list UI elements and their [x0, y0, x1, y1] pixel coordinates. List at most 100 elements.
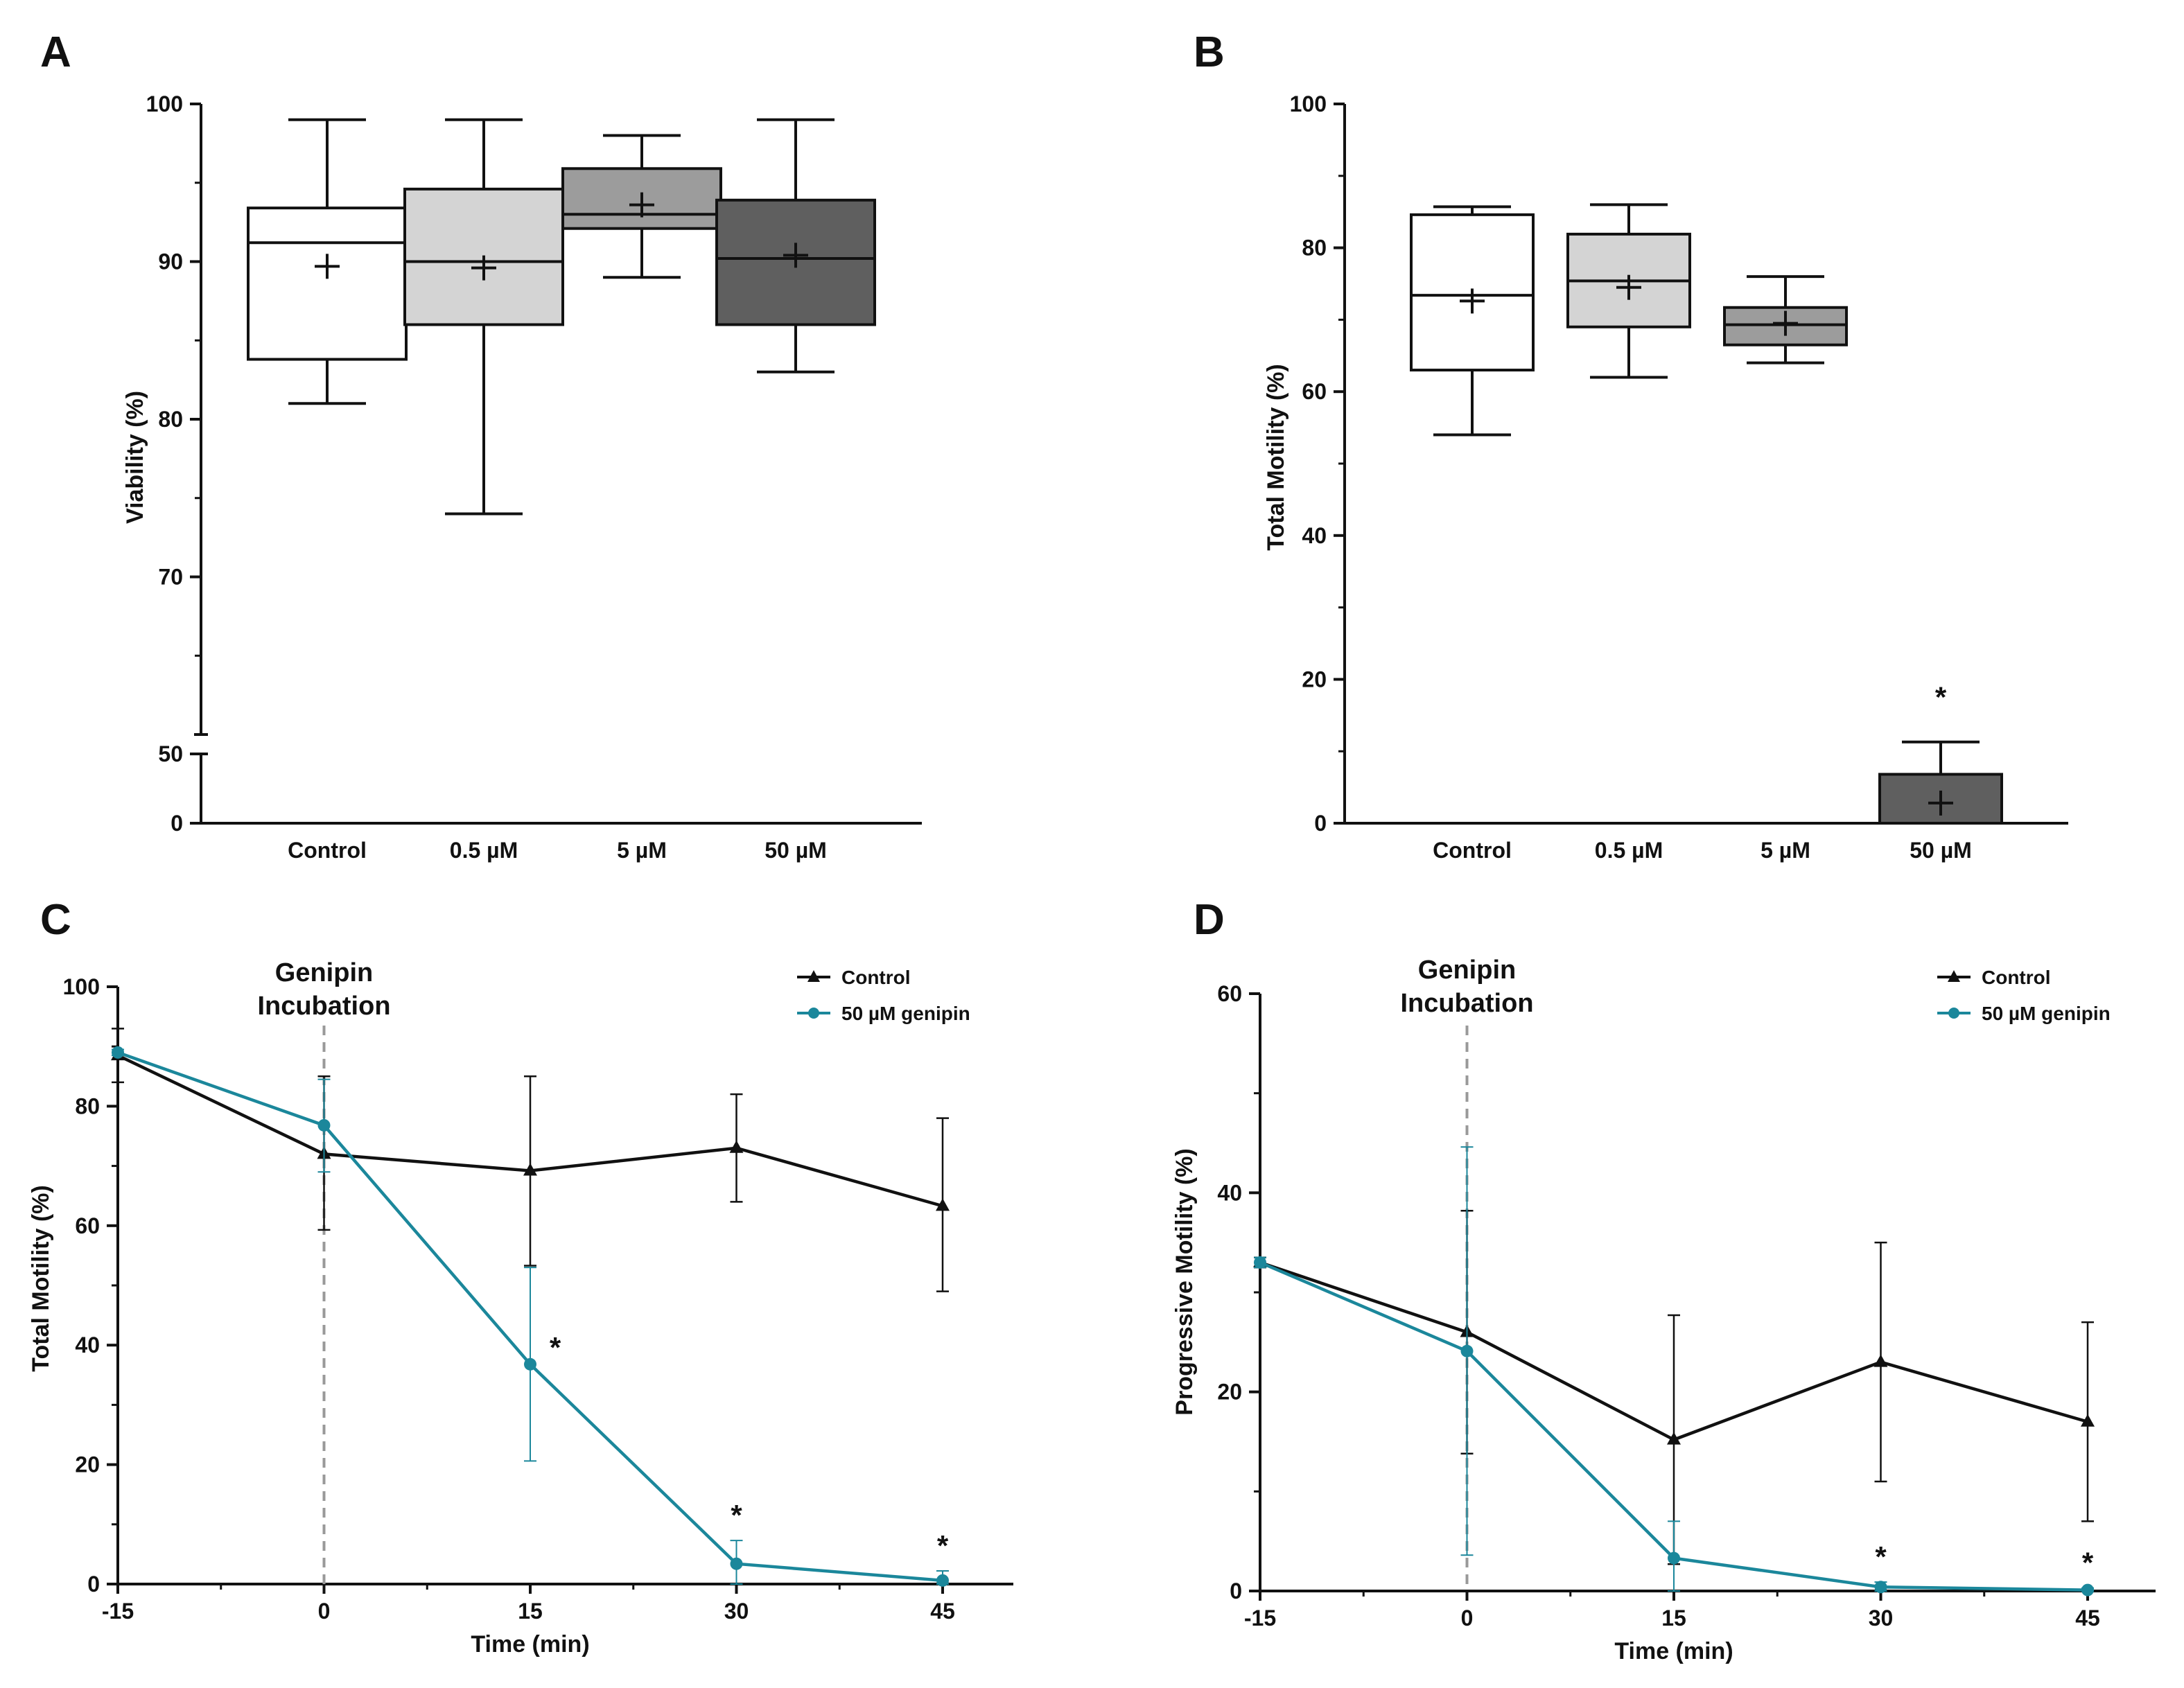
data-point-circle: [112, 1046, 124, 1059]
panel-label: D: [1194, 896, 1225, 944]
significance-star: *: [731, 1499, 742, 1531]
x-tick-label: -15: [1244, 1606, 1276, 1630]
box-2: [1723, 275, 1848, 364]
y-tick-label: 100: [146, 91, 183, 116]
series-control: [111, 1028, 950, 1292]
box-1: [1566, 203, 1691, 379]
data-point-circle: [2081, 1583, 2094, 1597]
x-tick-label: Control: [288, 838, 367, 863]
y-tick-label: 100: [63, 974, 100, 999]
y-axis-title: Progressive Motility (%): [1171, 1148, 1198, 1415]
x-tick-label: 30: [1869, 1606, 1894, 1630]
y-tick-label: 60: [1217, 981, 1242, 1006]
x-axis-title: Time (min): [1614, 1638, 1733, 1664]
incubation-label: Genipin: [275, 958, 373, 987]
y-tick-label: 70: [158, 565, 183, 590]
box-2: [561, 134, 722, 279]
y-tick-label: 90: [158, 249, 183, 274]
x-tick-label: 0: [318, 1599, 331, 1624]
incubation-label: Genipin: [1418, 956, 1516, 985]
series-genipin: [1254, 1146, 2094, 1597]
x-tick-label: 0: [1461, 1606, 1474, 1630]
incubation-label: Incubation: [1400, 989, 1533, 1018]
significance-star: *: [1875, 1540, 1887, 1573]
x-axis-title: Time (min): [471, 1631, 589, 1658]
x-tick-label: 15: [518, 1599, 543, 1624]
panel-label: B: [1194, 28, 1225, 76]
legend: Control 50 µM genipin: [797, 967, 970, 1024]
box-3: [715, 118, 876, 373]
panel-b-boxplot: B 0 20 40 60 80 100 Total Motility (%) Control 0.…: [1194, 28, 2068, 863]
legend-label: 50 µM genipin: [841, 1003, 970, 1024]
box-0: [247, 118, 408, 405]
y-tick-label: 80: [158, 407, 183, 432]
x-tick-label: 15: [1661, 1606, 1686, 1630]
data-point-triangle: [936, 1198, 950, 1211]
y-tick-label: 0: [1314, 811, 1327, 836]
panel-label: A: [40, 28, 71, 76]
data-point-circle: [1460, 1344, 1474, 1357]
significance-star: *: [1935, 681, 1947, 714]
legend-label: 50 µM genipin: [1982, 1003, 2111, 1024]
data-point-circle: [936, 1574, 949, 1587]
data-point-circle: [730, 1557, 743, 1570]
y-tick-label: 50: [158, 741, 183, 766]
box-0: [1410, 205, 1535, 437]
x-tick-label: 45: [2075, 1606, 2100, 1630]
incubation-label: Incubation: [257, 992, 390, 1021]
y-axis-title: Viability (%): [122, 391, 148, 524]
data-point-triangle: [2081, 1414, 2095, 1427]
y-axis-title: Total Motility (%): [1263, 364, 1289, 550]
box-3: [1878, 740, 2003, 825]
x-tick-label: -15: [102, 1599, 134, 1624]
y-tick-label: 0: [1230, 1579, 1242, 1603]
x-tick-label: 30: [724, 1599, 749, 1624]
y-tick-label: 20: [1302, 667, 1327, 692]
legend-marker-triangle: [1948, 970, 1960, 982]
data-point-circle: [1254, 1256, 1266, 1269]
data-point-circle: [1668, 1551, 1680, 1565]
y-tick-label: 20: [75, 1452, 100, 1477]
y-tick-label: 20: [1217, 1380, 1242, 1405]
panel-label: C: [40, 896, 71, 944]
y-tick-label: 60: [1302, 379, 1327, 404]
legend-marker-circle: [808, 1008, 819, 1019]
significance-star: *: [550, 1331, 561, 1364]
significance-star: *: [2082, 1547, 2094, 1579]
y-tick-label: 80: [75, 1093, 100, 1118]
y-tick-label: 40: [75, 1333, 100, 1357]
significance-star: *: [937, 1529, 949, 1562]
data-point-triangle: [523, 1163, 537, 1176]
x-tick-label: 50 µM: [1910, 838, 1972, 863]
x-tick-label: 5 µM: [617, 838, 667, 863]
y-tick-label: 40: [1302, 523, 1327, 548]
x-tick-label: Control: [1433, 838, 1512, 863]
legend-label: Control: [1982, 967, 2051, 988]
x-tick-label: 5 µM: [1761, 838, 1810, 863]
y-tick-label: 40: [1217, 1180, 1242, 1205]
y-tick-label: 0: [171, 811, 183, 836]
data-point-circle: [317, 1118, 331, 1132]
data-point-circle: [1874, 1581, 1887, 1594]
legend-label: Control: [841, 967, 911, 988]
series-genipin: [112, 1046, 949, 1587]
y-tick-label: 0: [87, 1572, 100, 1597]
box-iqr: [247, 206, 408, 361]
x-tick-label: 50 µM: [765, 838, 827, 863]
legend-marker-triangle: [807, 970, 820, 982]
legend-marker-circle: [1948, 1008, 1959, 1019]
y-tick-label: 100: [1290, 91, 1327, 116]
box-1: [403, 118, 564, 516]
data-point-circle: [524, 1357, 536, 1371]
y-tick-label: 80: [1302, 236, 1327, 261]
data-point-triangle: [1873, 1354, 1888, 1367]
data-point-triangle: [1667, 1432, 1681, 1445]
x-tick-label: 0.5 µM: [450, 838, 518, 863]
x-tick-label: 0.5 µM: [1595, 838, 1663, 863]
y-axis-title: Total Motility (%): [28, 1185, 54, 1371]
legend: Control 50 µM genipin: [1937, 967, 2111, 1024]
panel-a-boxplot: A 0 50 70 80 90 100 Viability (%) Control 0.5 µM 5…: [40, 28, 922, 863]
